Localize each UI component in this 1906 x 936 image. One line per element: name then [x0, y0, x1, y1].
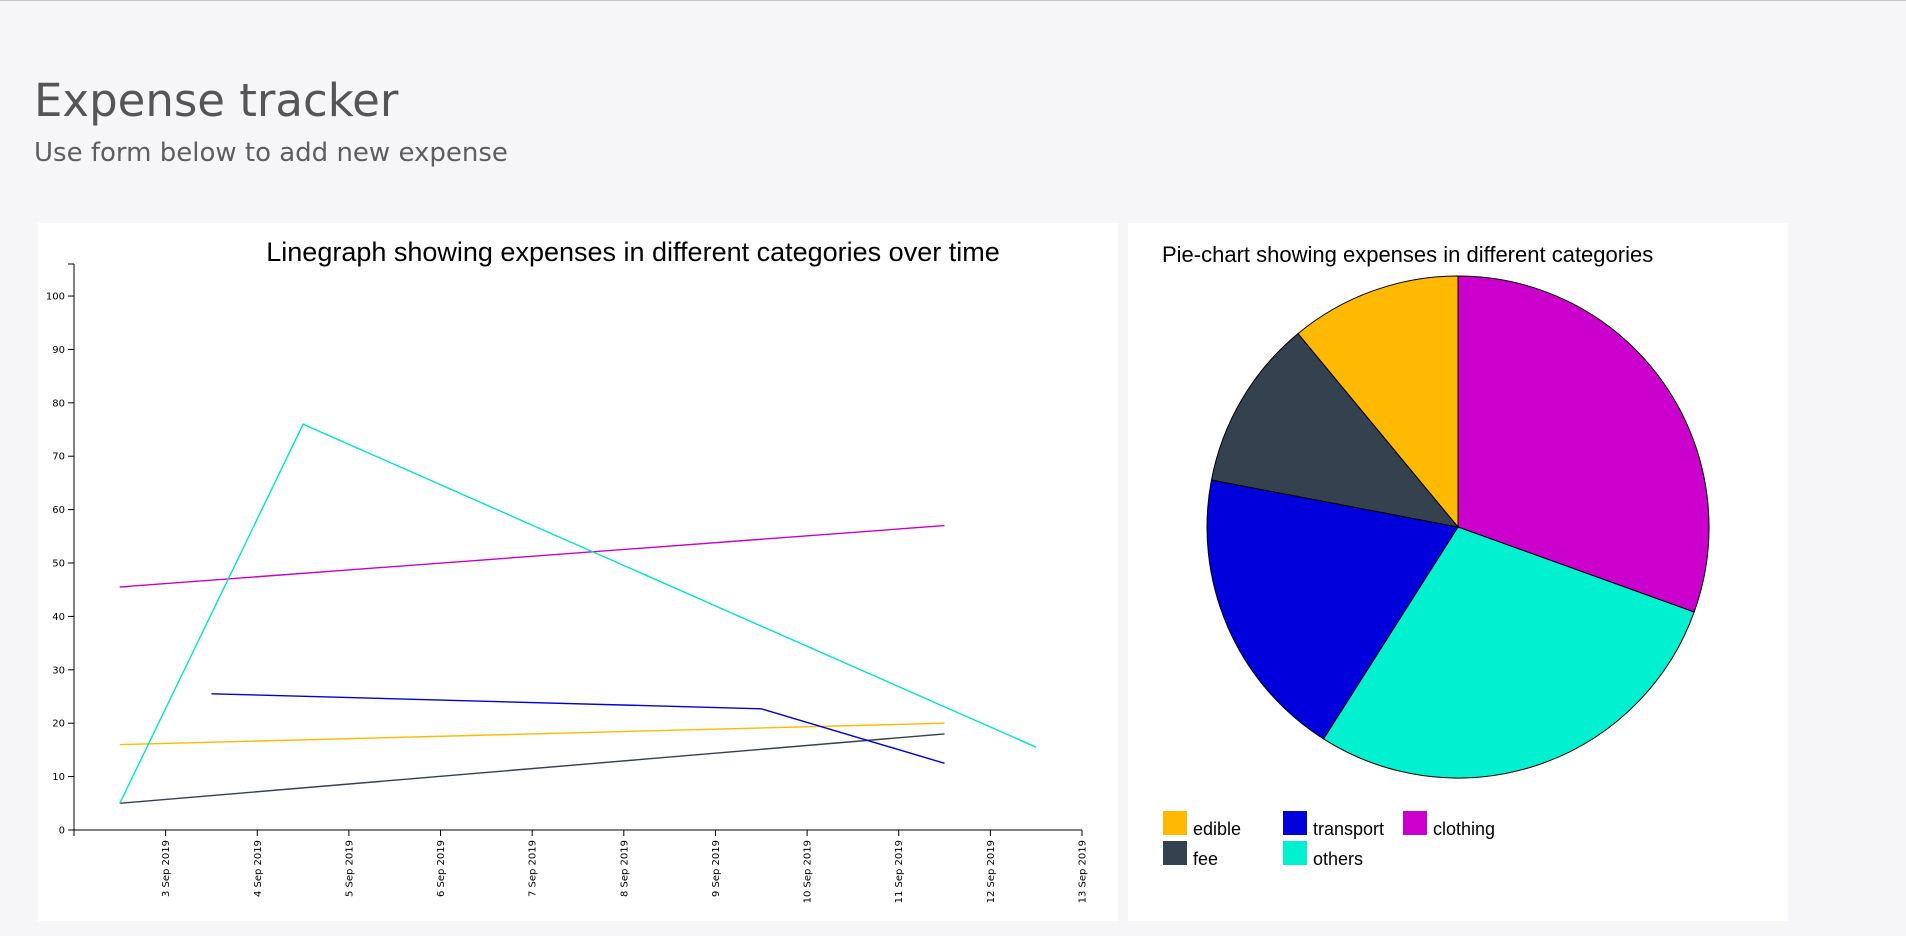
x-tick-label: 9 Sep 2019: [711, 840, 722, 897]
legend-swatch-transport: [1283, 811, 1307, 835]
legend-label-fee: fee: [1193, 849, 1218, 869]
x-tick-label: 12 Sep 2019: [986, 840, 997, 903]
pie-slice-edible: [1297, 275, 1459, 529]
legend-label-others: others: [1313, 849, 1363, 869]
legend-swatch-others: [1283, 841, 1307, 865]
series-line-fee: [119, 733, 945, 804]
line-chart-title: Linegraph showing expenses in different …: [266, 237, 999, 267]
page-subtitle: Use form below to add new expense: [34, 138, 508, 168]
pie-chart-panel: Pie-chart showing expenses in different …: [1128, 223, 1788, 921]
legend-label-edible: edible: [1193, 819, 1241, 839]
pie-slice-clothing: [1457, 275, 1710, 613]
y-tick-label: 90: [52, 345, 65, 356]
legend-label-transport: transport: [1313, 819, 1384, 839]
pie-chart-title: Pie-chart showing expenses in different …: [1162, 242, 1653, 267]
legend-swatch-clothing: [1403, 811, 1427, 835]
x-tick-label: 8 Sep 2019: [619, 840, 630, 897]
series-line-clothing: [119, 524, 945, 588]
pie-slice-transport: [1206, 479, 1459, 740]
y-tick-label: 70: [52, 452, 65, 463]
y-tick-label: 0: [59, 826, 65, 837]
y-tick-label: 30: [52, 665, 65, 676]
top-border: [0, 0, 1906, 1]
y-tick-label: 20: [52, 719, 65, 730]
x-tick-label: 7 Sep 2019: [528, 840, 539, 897]
pie-slice-others: [1322, 526, 1695, 779]
line-chart-axes: 0 10 20 30 40 50 60 70 80 90 100 3 Sep 2019 4 Sep 20…: [46, 263, 1089, 903]
series-line-edible: [119, 722, 945, 746]
y-tick-label: 10: [52, 772, 65, 783]
line-chart-panel: Linegraph showing expenses in different …: [38, 223, 1118, 921]
series-line-transport: [211, 693, 945, 764]
x-tick-label: 3 Sep 2019: [161, 840, 172, 897]
x-tick-label: 10 Sep 2019: [803, 840, 814, 903]
y-tick-label: 60: [52, 505, 65, 516]
legend-swatch-edible: [1163, 811, 1187, 835]
legend-label-clothing: clothing: [1433, 819, 1495, 839]
x-tick-label: 5 Sep 2019: [344, 840, 355, 897]
y-tick-label: 80: [52, 398, 65, 409]
pie-chart-slices: [1206, 275, 1710, 779]
x-tick-label: 4 Sep 2019: [253, 840, 264, 897]
series-line-others: [119, 423, 1037, 804]
x-tick-label: 13 Sep 2019: [1078, 840, 1089, 903]
line-chart-series: [119, 423, 1037, 804]
page-title: Expense tracker: [34, 74, 399, 127]
line-chart: Linegraph showing expenses in different …: [46, 237, 1089, 903]
legend-swatch-fee: [1163, 841, 1187, 865]
x-tick-label: 11 Sep 2019: [894, 840, 905, 903]
y-tick-label: 100: [46, 292, 65, 303]
pie-chart-legend: edible transport clothing fee others: [1163, 811, 1495, 869]
y-tick-label: 40: [52, 612, 65, 623]
pie-chart: Pie-chart showing expenses in different …: [1162, 242, 1710, 869]
pie-slice-fee: [1210, 332, 1460, 528]
y-tick-label: 50: [52, 559, 65, 570]
x-tick-label: 6 Sep 2019: [436, 840, 447, 897]
